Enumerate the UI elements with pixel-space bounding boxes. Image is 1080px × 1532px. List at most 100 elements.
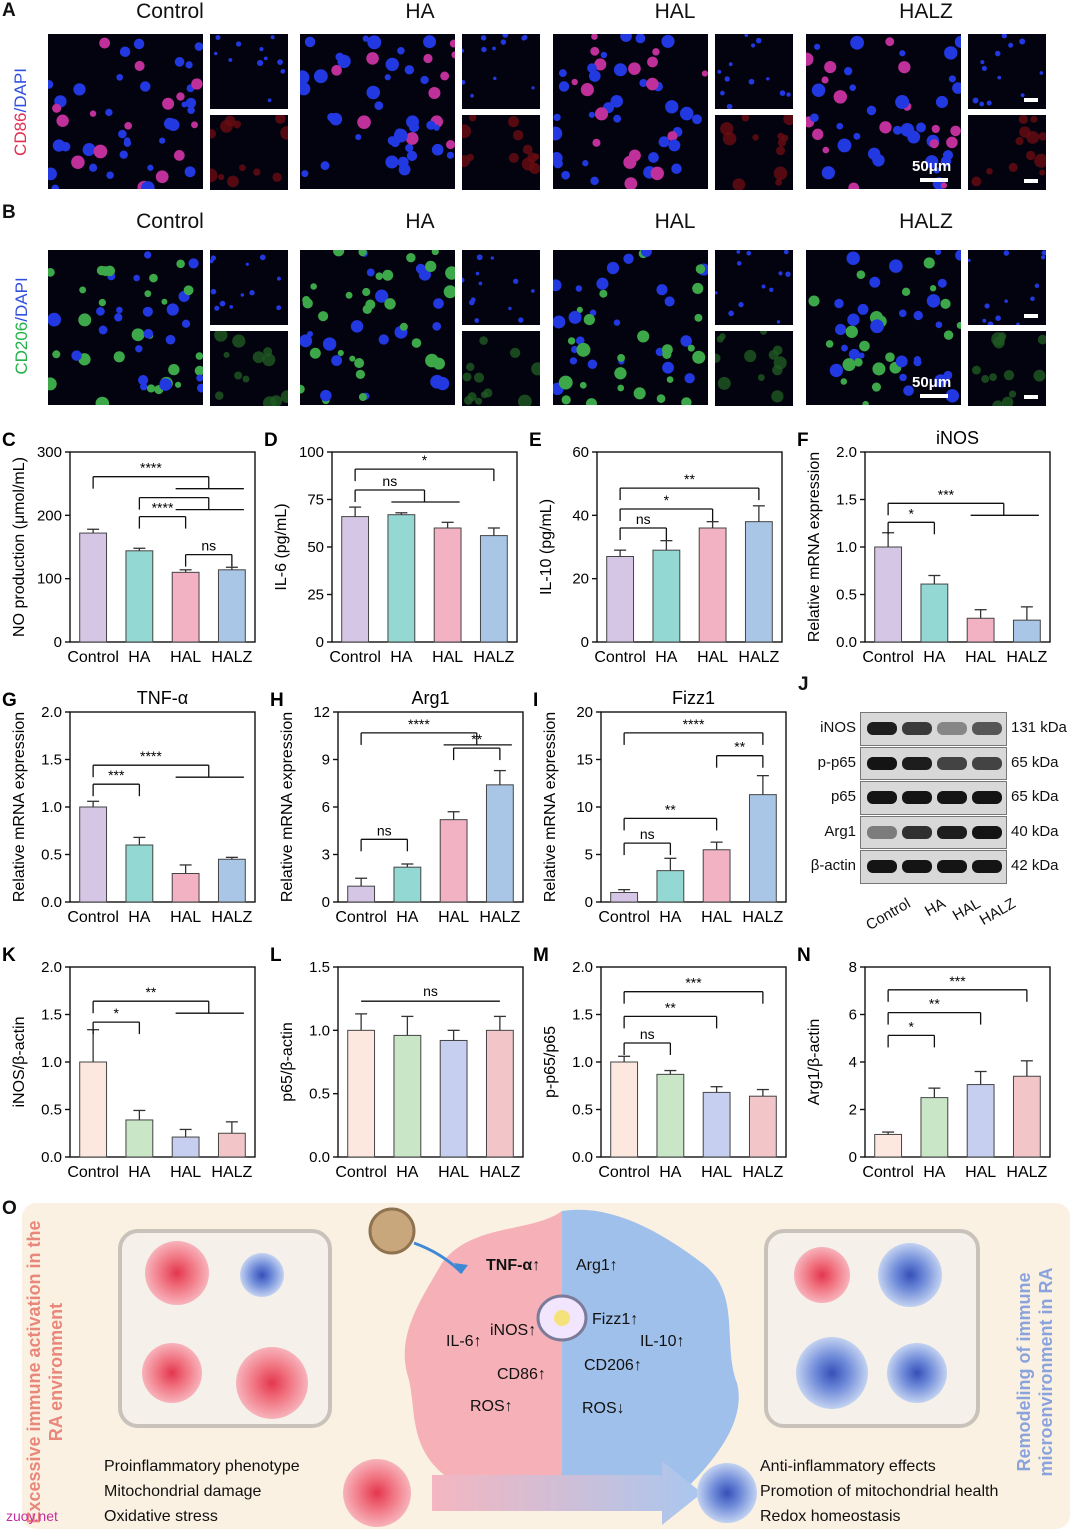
chart-g: G TNF-α Relative mRNA expression 0.0 0.5 1.0 1… (0, 688, 265, 945)
y-tick-label: 6 (322, 799, 330, 816)
m1-cell-1-icon (145, 1241, 209, 1305)
significance-label: ** (665, 999, 676, 1015)
bar-control (79, 532, 108, 643)
wb-protein-label: p-p65 (817, 753, 856, 771)
cd206-ha-dapi-image (459, 250, 540, 325)
significance-label: ** (929, 996, 940, 1012)
wb-band (902, 791, 932, 804)
x-tick-label: Control (67, 649, 119, 666)
bar-control (874, 1133, 903, 1158)
y-tick-label: 0 (849, 1149, 857, 1166)
bar-hal (171, 1136, 200, 1158)
significance-label: ** (471, 731, 482, 747)
significance-label: * (664, 492, 670, 508)
x-tick-label: HALZ (738, 649, 779, 666)
panel-a-stain-label: CD86/DAPI (8, 40, 38, 190)
y-axis-label: Relative mRNA expression (11, 712, 28, 902)
y-tick-label: 0.0 (309, 1149, 330, 1166)
panel-letter: N (797, 945, 811, 966)
plot-frame (596, 451, 783, 643)
cd86-control-merge-image (44, 34, 204, 195)
cd206-control-dapi-image (209, 250, 288, 325)
wb-band (867, 791, 897, 804)
transition-arrow (432, 1461, 702, 1525)
y-tick-label: 1.0 (836, 539, 857, 556)
wb-kda-label: 65 kDa (1011, 753, 1059, 771)
x-tick-label: HALZ (479, 1164, 520, 1181)
wb-kda-label: 42 kDa (1011, 857, 1059, 874)
x-tick-label: Control (67, 909, 119, 926)
bar-control (79, 806, 108, 903)
y-tick-label: 9 (322, 752, 330, 769)
y-tick-label: 2.0 (836, 444, 857, 461)
marker-tnf: TNF-α↑ (486, 1257, 541, 1274)
significance-label: **** (683, 716, 705, 732)
y-tick-label: 0.5 (309, 1086, 330, 1103)
right-vertical-text: Remodeling of immune microenvironment in… (1014, 1267, 1056, 1477)
chart-n: N Arg1/β-actin 0 2 4 6 8 Control HA HAL HALZ *** ** * (795, 945, 1060, 1200)
wb-strip-p65 (860, 781, 1007, 815)
chart-i: I Fizz1 Relative mRNA expression 0 5 10 15 20 Co… (531, 688, 796, 945)
y-tick-label: 0.0 (836, 634, 857, 651)
panel-b-group-hal: HAL (654, 210, 696, 233)
panel-letter: C (2, 430, 16, 451)
y-axis-label: iNOS/β-actin (11, 1017, 28, 1108)
y-tick-label: 15 (576, 752, 593, 769)
wb-protein-label: iNOS (820, 719, 856, 736)
bar-halz (744, 521, 773, 643)
cd206-scalebar-label: 50μm (912, 374, 952, 391)
y-tick-label: 12 (313, 704, 330, 721)
y-tick-label: 3 (322, 847, 330, 864)
significance-label: * (909, 1018, 915, 1034)
y-axis-label: Relative mRNA expression (806, 452, 823, 642)
cd86-scalebar-label: 50μm (912, 158, 952, 175)
cd206-ha-merge-image (296, 245, 459, 405)
bar-control (79, 1061, 108, 1158)
wb-band (867, 756, 897, 770)
bar-ha (393, 1034, 422, 1158)
cd206-halz-merge-image (806, 248, 967, 408)
y-tick-label: 2.0 (41, 959, 62, 976)
x-tick-label: HA (659, 909, 682, 926)
wb-band (867, 825, 897, 839)
dapi-stain-text: DAPI (12, 277, 31, 318)
marker-cd86: CD86↑ (497, 1366, 546, 1383)
bar-ha (125, 844, 154, 903)
marker-arg1: Arg1↑ (576, 1257, 618, 1274)
chart-i-svg: I Fizz1 Relative mRNA expression 0 5 10 15 20 Co… (533, 688, 787, 926)
wb-kda-label: 65 kDa (1011, 788, 1059, 805)
bar-hal (702, 849, 731, 903)
x-tick-label: HALZ (1006, 649, 1047, 666)
bar-ha (656, 1073, 685, 1158)
bar-hal (439, 819, 468, 903)
wb-band (937, 756, 967, 770)
plot-frame (69, 451, 256, 643)
bar-hal (966, 617, 995, 643)
cd86-halz-dapi-image (968, 33, 1046, 109)
y-tick-label: 0 (316, 634, 324, 651)
x-tick-label: HALZ (211, 649, 252, 666)
y-tick-label: 8 (849, 959, 857, 976)
y-tick-label: 0 (585, 894, 593, 911)
panel-b-letter: B (2, 202, 16, 223)
panel-letter: I (533, 690, 538, 711)
x-tick-label: HA (659, 1164, 682, 1181)
wb-band (937, 722, 967, 735)
x-tick-label: HALZ (473, 649, 514, 666)
schematic-art (118, 1207, 980, 1527)
significance-label: **** (152, 500, 174, 516)
y-tick-label: 2 (849, 1102, 857, 1119)
significance-label: * (422, 452, 428, 468)
marker-fizz1: Fizz1↑ (592, 1311, 639, 1328)
bar-ha (920, 583, 949, 643)
bar-halz (485, 1029, 514, 1158)
x-tick-label: HAL (697, 649, 728, 666)
bar-halz (1012, 619, 1041, 643)
m2-half-cell (562, 1209, 739, 1510)
panel-a-group-ha: HA (405, 0, 435, 23)
